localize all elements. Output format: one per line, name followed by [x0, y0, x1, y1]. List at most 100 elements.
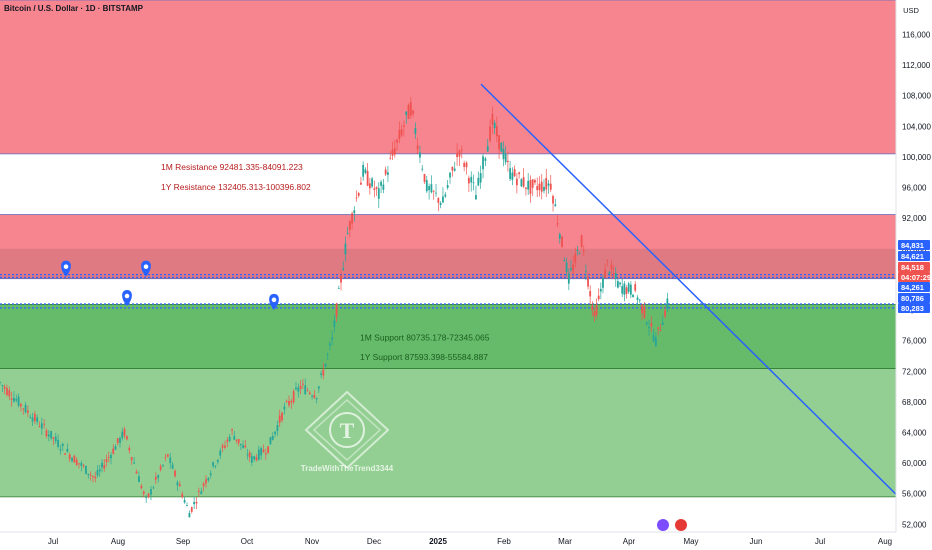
us-flag-icon[interactable]: [675, 518, 688, 531]
zone-3: [0, 368, 896, 497]
candle-body: [373, 188, 376, 191]
candle-body: [326, 354, 329, 355]
candle-body: [205, 479, 207, 484]
candle-body: [371, 178, 373, 187]
candle-body: [522, 177, 525, 187]
candle-body: [29, 417, 32, 419]
candle-body: [176, 482, 179, 486]
candle-body: [209, 473, 212, 476]
candle-body: [342, 268, 345, 270]
candle-body: [278, 415, 281, 423]
candle-body: [159, 466, 162, 470]
candle-body: [317, 386, 320, 389]
candle-body: [313, 394, 316, 398]
zone-label-support: 1M Support 80735.178-72345.065: [360, 333, 490, 343]
candle-body: [442, 196, 444, 203]
y-tick-label: 116,000: [902, 30, 931, 39]
candle-body: [578, 253, 581, 255]
candle-body: [648, 326, 650, 329]
candle-body: [89, 474, 92, 476]
candle-body: [242, 445, 244, 449]
candle-body: [224, 445, 226, 448]
candle-body: [271, 436, 274, 440]
symbol-title[interactable]: Bitcoin / U.S. Dollar · 1D · BITSTAMP: [4, 4, 143, 13]
candle-body: [409, 101, 412, 116]
candle-body: [531, 179, 534, 188]
candle-body: [529, 180, 532, 194]
candle-body: [87, 473, 90, 475]
candle-body: [552, 195, 554, 204]
candle-body: [140, 485, 143, 489]
descending-trendline: [480, 83, 898, 496]
candle-body: [197, 490, 200, 492]
candle-body: [463, 163, 466, 167]
candle-body: [604, 269, 607, 278]
price-badge: [898, 240, 930, 250]
candle-body: [572, 264, 575, 271]
candle-body: [435, 192, 437, 194]
candle-body: [641, 304, 643, 314]
candle-body: [419, 152, 421, 158]
event-icons[interactable]: [657, 516, 689, 531]
pin-dot: [271, 297, 277, 303]
candle-body: [3, 386, 6, 389]
candle-body: [121, 431, 124, 439]
candle-body: [297, 387, 300, 392]
candle-body: [142, 491, 145, 494]
candle-body: [423, 174, 426, 182]
candle-body: [587, 277, 589, 287]
candle-body: [563, 260, 566, 262]
candle-body: [269, 437, 272, 445]
candle-body: [320, 373, 322, 375]
candle-body: [623, 283, 626, 295]
currency-selector[interactable]: USD: [903, 6, 919, 15]
candle-body: [486, 145, 489, 152]
candle-body: [504, 153, 507, 163]
candle-body: [6, 388, 8, 395]
candle-body: [425, 180, 428, 192]
candle-body: [432, 190, 435, 192]
price-badge-text: 80,786: [901, 294, 924, 303]
candle-body: [52, 437, 55, 439]
candle-body: [295, 387, 297, 390]
y-tick-label: 64,000: [902, 428, 927, 437]
dividend-refresh-icon[interactable]: [657, 518, 669, 531]
x-tick-label: Jul: [48, 537, 58, 546]
candle-body: [231, 429, 233, 431]
candle-body: [400, 129, 403, 136]
candle-body: [33, 413, 36, 421]
candle-body: [619, 282, 621, 285]
candle-body: [24, 404, 27, 413]
candle-body: [346, 232, 349, 234]
candle-body: [216, 459, 219, 462]
candle-body: [207, 477, 210, 481]
candle-body: [138, 476, 140, 483]
candle-body: [61, 443, 64, 447]
candle-body: [281, 412, 283, 421]
candle-body: [40, 423, 43, 429]
candle-body: [10, 398, 13, 401]
candle-body: [304, 385, 307, 395]
candle-body: [147, 493, 150, 498]
zone-0: [0, 0, 896, 154]
candle-body: [96, 470, 99, 476]
candle-body: [398, 129, 401, 139]
zone-label-resistance: 1M Resistance 92481.335-84091.223: [161, 162, 303, 172]
price-badge: [898, 282, 930, 292]
candle-body: [348, 221, 351, 230]
candle-body: [116, 438, 119, 443]
candle-body: [538, 183, 541, 191]
candle-body: [98, 469, 101, 472]
candle-body: [664, 310, 666, 317]
candle-body: [214, 465, 217, 467]
map-pin-icon: [122, 289, 132, 306]
candle-body: [479, 173, 482, 183]
candle-body: [643, 306, 646, 318]
candle-body: [525, 187, 527, 189]
candle-body: [246, 454, 249, 456]
candle-body: [57, 439, 60, 447]
price-badge-text: 80,283: [901, 304, 924, 313]
candle-body: [565, 262, 568, 272]
